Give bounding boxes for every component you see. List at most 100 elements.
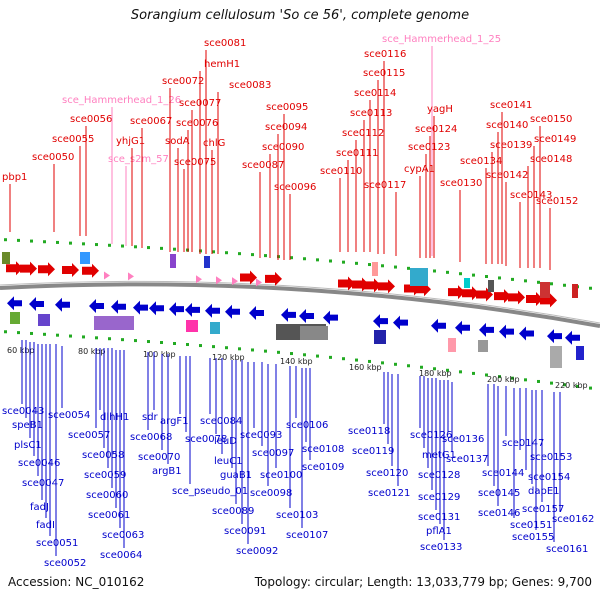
- feature-block: [80, 252, 90, 264]
- reverse-gene-arrow: [547, 329, 562, 344]
- scale-dot: [82, 335, 85, 339]
- feature-block: [550, 346, 562, 368]
- top-gene-label: sce0124: [415, 124, 457, 135]
- top-gene-label: sce0072: [162, 76, 204, 87]
- bottom-gene-label: argB1: [152, 466, 182, 477]
- scale-dot: [43, 332, 46, 336]
- feature-block: [464, 278, 470, 288]
- top-gene-label: sce0110: [320, 166, 362, 177]
- bottom-gene-label: sce0052: [44, 558, 86, 569]
- scale-dot: [511, 277, 514, 281]
- feature-block: [372, 262, 378, 276]
- rna-marker: [128, 272, 134, 281]
- feature-block: [186, 320, 198, 332]
- bottom-gene-label: sce0070: [138, 452, 180, 463]
- scale-dot: [316, 258, 319, 262]
- bottom-gene-label: plsC1: [14, 440, 42, 451]
- forward-gene-arrow: [82, 263, 99, 278]
- scale-dot: [56, 333, 59, 337]
- bottom-gene-label: sce0064: [100, 550, 142, 561]
- top-gene-label: sce0116: [364, 49, 406, 60]
- scale-dot: [407, 364, 410, 368]
- top-gene-label: sce_s2m_57: [108, 154, 169, 165]
- scale-dot: [394, 265, 397, 269]
- bottom-gene-label: pflA1: [426, 526, 452, 537]
- scale-dot: [394, 362, 397, 366]
- reverse-gene-arrow: [185, 302, 200, 317]
- feature-block: [38, 314, 50, 326]
- bottom-gene-label: sce0057: [68, 430, 110, 441]
- top-gene-label: sce0139: [490, 140, 532, 151]
- kbp-tick-label: 200 kbp: [487, 375, 520, 384]
- scale-dot: [498, 276, 501, 280]
- bottom-gene-label: sce0154: [528, 472, 570, 483]
- bottom-gene-label: sce0144: [482, 468, 524, 479]
- top-gene-label: cypA1: [404, 164, 435, 175]
- top-gene-label: sce0152: [536, 196, 578, 207]
- kbp-tick-label: 100 kbp: [143, 350, 176, 359]
- bottom-gene-label: sce0047: [22, 478, 64, 489]
- scale-dot: [212, 345, 215, 349]
- bottom-gene-label: sce0118: [348, 426, 390, 437]
- rna-marker: [104, 271, 110, 280]
- scale-dot: [498, 375, 501, 379]
- reverse-gene-arrow: [455, 320, 470, 335]
- forward-gene-arrow: [364, 278, 381, 293]
- scale-dot: [537, 280, 540, 284]
- kbp-tick-label: 60 kbp: [7, 346, 35, 355]
- top-gene-label: sce0096: [274, 182, 316, 193]
- top-gene-label: pbp1: [2, 172, 27, 183]
- scale-dot: [56, 240, 59, 244]
- scale-dot: [459, 370, 462, 374]
- top-gene-label: sce0143: [510, 190, 552, 201]
- bottom-gene-label: sce0147: [502, 438, 544, 449]
- top-gene-label: sce0094: [265, 122, 307, 133]
- scale-dot: [108, 337, 111, 341]
- bottom-scale-dots: [4, 330, 592, 390]
- rna-marker: [232, 277, 238, 286]
- scale-dot: [290, 256, 293, 260]
- scale-dot: [69, 334, 72, 338]
- scale-dot: [30, 239, 33, 243]
- bottom-gene-label: sce0109: [302, 462, 344, 473]
- reverse-gene-arrow: [169, 302, 184, 317]
- scale-dot: [82, 242, 85, 246]
- scale-dot: [342, 357, 345, 361]
- bottom-gene-label: sce0120: [366, 468, 408, 479]
- reverse-gene-arrow: [499, 324, 514, 339]
- feature-block: [488, 280, 494, 292]
- bottom-gene-label: sce0051: [36, 538, 78, 549]
- bottom-gene-label: fadI: [36, 520, 55, 531]
- forward-gene-arrow: [494, 289, 511, 304]
- scale-dot: [4, 330, 7, 334]
- bottom-gene-label: leuC1: [214, 456, 243, 467]
- scale-dot: [485, 275, 488, 279]
- scale-dot: [186, 343, 189, 347]
- bottom-gene-label: leuD: [214, 436, 237, 447]
- scale-dot: [160, 341, 163, 345]
- top-gene-label: sce0055: [52, 134, 94, 145]
- reverse-gene-arrow: [519, 326, 534, 341]
- scale-dot: [108, 243, 111, 247]
- scale-dot: [524, 279, 527, 283]
- bottom-gene-label: sce0043: [2, 406, 44, 417]
- scale-dot: [407, 266, 410, 270]
- scale-dot: [43, 240, 46, 244]
- reverse-gene-arrow: [149, 301, 164, 316]
- feature-block: [448, 338, 456, 352]
- top-gene-label: sce0117: [364, 180, 406, 191]
- bottom-gene-label: sce0153: [530, 452, 572, 463]
- scale-dot: [121, 338, 124, 342]
- top-gene-label: sce0130: [440, 178, 482, 189]
- top-gene-label: sce0067: [130, 116, 172, 127]
- scale-dot: [537, 379, 540, 383]
- bottom-gene-label: sce0084: [200, 416, 242, 427]
- reverse-gene-arrow: [281, 307, 296, 322]
- scale-dot: [329, 355, 332, 359]
- bottom-gene-label: sce0089: [212, 506, 254, 517]
- top-gene-label: sce0134: [460, 156, 502, 167]
- scale-dot: [251, 348, 254, 352]
- rna-marker: [196, 275, 202, 284]
- bottom-gene-label: sce_pseudo_01: [172, 486, 248, 497]
